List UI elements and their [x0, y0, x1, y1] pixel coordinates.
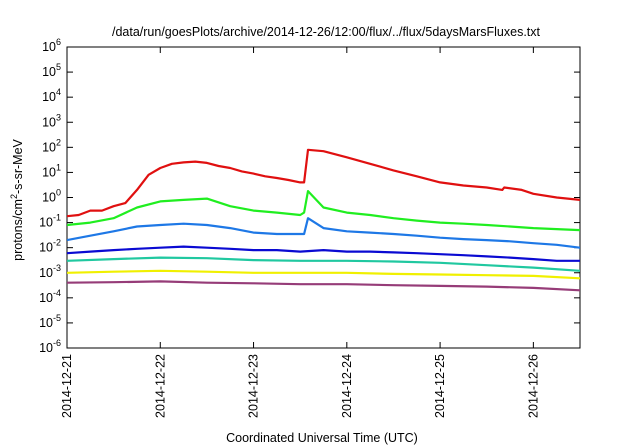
y-tick-base: 10: [39, 216, 53, 230]
y-tick-label: 101: [42, 162, 61, 179]
y-tick-base: 10: [39, 241, 53, 255]
y-axis-label-superscript: 2: [9, 194, 19, 199]
x-tick-label: 2014-12-22: [153, 354, 167, 418]
series-line-1: [67, 148, 580, 218]
chart-title: /data/run/goesPlots/archive/2014-12-26/1…: [112, 25, 541, 39]
y-tick-label: 10-3: [39, 263, 61, 280]
plot-frame: [66, 46, 581, 349]
y-tick-exponent: -4: [53, 288, 61, 298]
y-tick-exponent: 2: [56, 137, 61, 147]
y-tick-base: 10: [42, 115, 56, 129]
y-tick-label: 103: [42, 112, 61, 129]
y-tick-label: 106: [42, 37, 61, 54]
y-tick-exponent: -3: [53, 263, 61, 273]
y-tick-exponent: 5: [56, 62, 61, 72]
y-tick-base: 10: [39, 266, 53, 280]
series-line-2: [67, 190, 580, 232]
x-tick-label: 2014-12-21: [60, 354, 74, 418]
y-tick-label: 100: [42, 188, 61, 205]
y-tick-base: 10: [39, 316, 53, 330]
y-tick-exponent: -1: [53, 213, 61, 223]
x-axis-label: Coordinated Universal Time (UTC): [226, 431, 418, 445]
y-tick-exponent: 0: [56, 188, 61, 198]
x-tick-label: 2014-12-25: [433, 354, 447, 418]
y-tick-base: 10: [39, 341, 53, 355]
y-tick-label: 10-1: [39, 213, 61, 230]
y-tick-exponent: 4: [56, 87, 61, 97]
y-tick-exponent: -5: [53, 313, 61, 323]
y-tick-label: 10-6: [39, 338, 61, 355]
plot-area: [66, 46, 581, 349]
x-tick-label: 2014-12-26: [526, 354, 540, 418]
series-line-4: [67, 245, 580, 262]
y-tick-label: 105: [42, 62, 61, 79]
y-tick-label: 102: [42, 137, 61, 154]
y-tick-base: 10: [42, 140, 56, 154]
series-line-6: [67, 269, 580, 280]
x-tick-label: 2014-12-24: [340, 354, 354, 418]
y-tick-base: 10: [42, 90, 56, 104]
y-tick-exponent: -6: [53, 338, 61, 348]
y-tick-exponent: 1: [56, 162, 61, 172]
y-tick-exponent: 6: [56, 37, 61, 47]
y-axis-label: protons/cm2-s-sr-MeV: [9, 138, 25, 260]
y-tick-label: 10-5: [39, 313, 61, 330]
series-layer: [67, 148, 580, 292]
x-axis: 2014-12-21 2014-12-22 2014-12-23 2014-12-24…: [60, 47, 540, 418]
y-tick-base: 10: [39, 291, 53, 305]
series-line-3: [67, 217, 580, 249]
y-axis-label-units: -s-sr-MeV: [11, 138, 25, 194]
y-tick-label: 10-2: [39, 238, 61, 255]
y-tick-base: 10: [42, 40, 56, 54]
y-tick-exponent: 3: [56, 112, 61, 122]
y-tick-label: 10-4: [39, 288, 61, 305]
series-line-7: [67, 280, 580, 292]
y-tick-label: 104: [42, 87, 61, 104]
y-tick-base: 10: [42, 191, 56, 205]
y-tick-base: 10: [42, 65, 56, 79]
y-axis: 10-610-510-410-310-210-11001011021031041…: [39, 37, 580, 355]
series-line-5: [67, 256, 580, 272]
x-tick-label: 2014-12-23: [247, 354, 261, 418]
y-axis-label-main: protons/cm: [11, 199, 25, 261]
y-tick-base: 10: [42, 165, 56, 179]
y-tick-exponent: -2: [53, 238, 61, 248]
